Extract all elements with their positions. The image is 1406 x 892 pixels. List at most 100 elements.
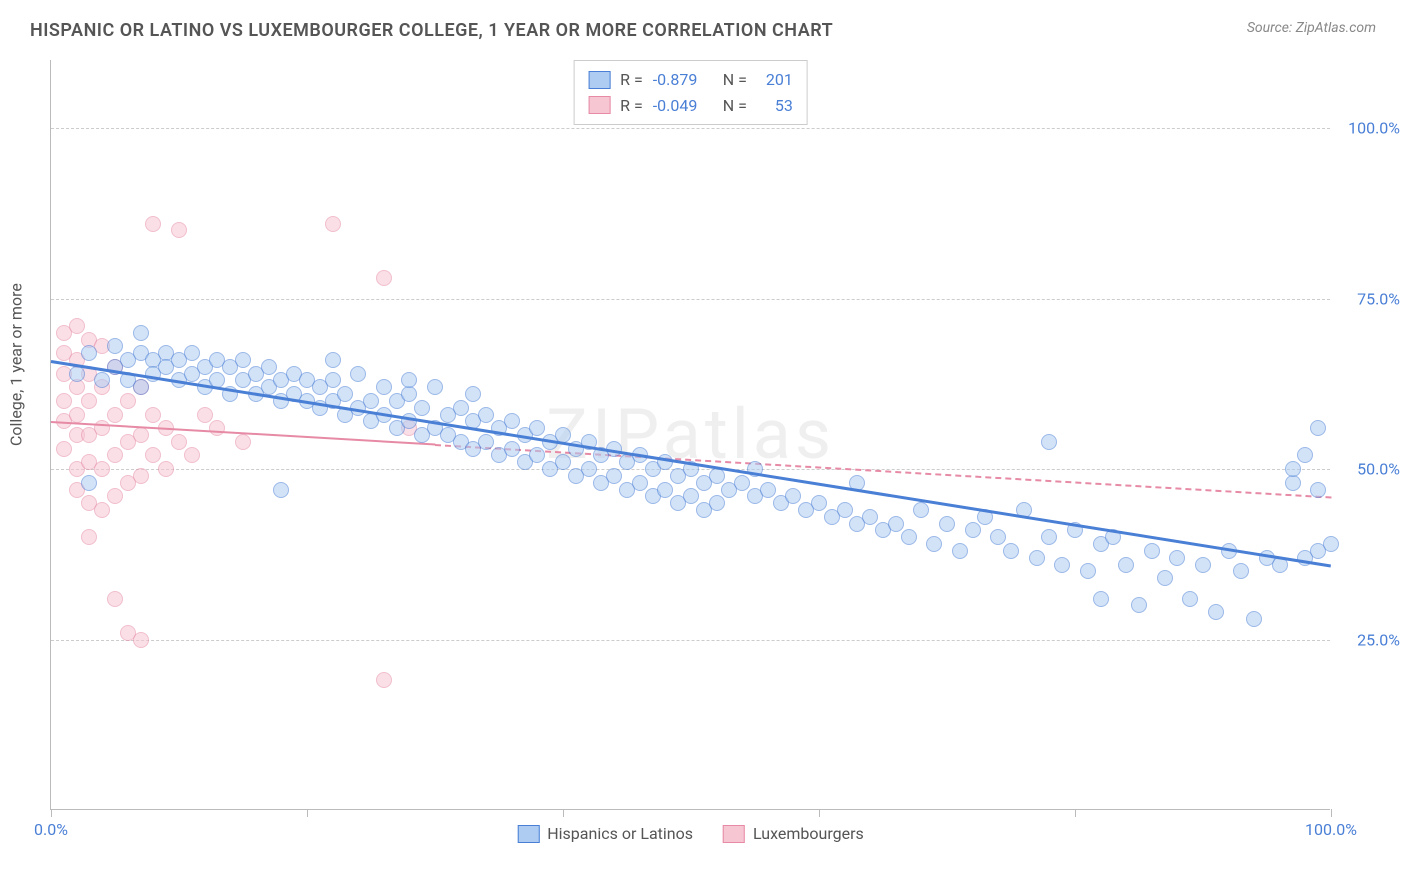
- scatter-chart: ZIPatlas R = -0.879N = 201R = -0.049N = …: [50, 60, 1330, 810]
- data-point: [478, 407, 494, 423]
- data-point: [427, 379, 443, 395]
- data-point: [1093, 591, 1109, 607]
- data-point: [107, 447, 123, 463]
- data-point: [901, 529, 917, 545]
- data-point: [1297, 447, 1313, 463]
- data-point: [939, 516, 955, 532]
- y-tick-label: 25.0%: [1340, 630, 1400, 649]
- data-point: [145, 407, 161, 423]
- data-point: [120, 393, 136, 409]
- data-point: [581, 461, 597, 477]
- data-point: [69, 407, 85, 423]
- data-point: [69, 379, 85, 395]
- data-point: [837, 502, 853, 518]
- y-tick-label: 100.0%: [1340, 119, 1400, 138]
- data-point: [1157, 570, 1173, 586]
- data-point: [350, 366, 366, 382]
- data-point: [1054, 557, 1070, 573]
- data-point: [529, 447, 545, 463]
- data-point: [529, 420, 545, 436]
- data-point: [81, 529, 97, 545]
- legend-swatch: [588, 96, 610, 114]
- data-point: [465, 386, 481, 402]
- data-point: [94, 420, 110, 436]
- y-tick-label: 75.0%: [1340, 289, 1400, 308]
- n-value: 201: [757, 67, 793, 93]
- data-point: [1080, 563, 1096, 579]
- data-point: [504, 413, 520, 429]
- data-point: [56, 441, 72, 457]
- legend-swatch: [723, 825, 745, 843]
- data-point: [414, 400, 430, 416]
- data-point: [325, 216, 341, 232]
- data-point: [632, 475, 648, 491]
- data-point: [171, 222, 187, 238]
- data-point: [133, 325, 149, 341]
- n-value: 53: [757, 93, 793, 119]
- n-label: N =: [723, 67, 747, 93]
- legend-swatch: [517, 825, 539, 843]
- data-point: [107, 591, 123, 607]
- data-point: [209, 420, 225, 436]
- data-point: [657, 482, 673, 498]
- data-point: [555, 454, 571, 470]
- data-point: [1310, 420, 1326, 436]
- data-point: [81, 475, 97, 491]
- data-point: [1285, 475, 1301, 491]
- data-point: [337, 386, 353, 402]
- data-point: [504, 441, 520, 457]
- x-axis-label: 0.0%: [34, 820, 68, 839]
- r-value: -0.049: [653, 93, 713, 119]
- data-point: [325, 372, 341, 388]
- data-point: [1195, 557, 1211, 573]
- data-point: [184, 345, 200, 361]
- correlation-legend: R = -0.879 N = 201 R = -0.049 N = 53: [573, 60, 808, 125]
- legend-swatch: [588, 71, 610, 89]
- x-tick: [1331, 809, 1332, 817]
- data-point: [1118, 557, 1134, 573]
- gridline: [51, 640, 1330, 641]
- legend-item: Luxembourgers: [723, 824, 864, 843]
- data-point: [478, 434, 494, 450]
- n-label: N =: [723, 93, 747, 119]
- data-point: [811, 495, 827, 511]
- data-point: [133, 427, 149, 443]
- legend-label: Hispanics or Latinos: [547, 824, 693, 843]
- data-point: [760, 482, 776, 498]
- data-point: [81, 345, 97, 361]
- x-tick: [563, 809, 564, 817]
- data-point: [235, 352, 251, 368]
- data-point: [1323, 536, 1339, 552]
- x-axis-label: 100.0%: [1305, 820, 1357, 839]
- data-point: [1233, 563, 1249, 579]
- data-point: [401, 372, 417, 388]
- r-label: R =: [620, 93, 643, 119]
- data-point: [81, 393, 97, 409]
- data-point: [1285, 461, 1301, 477]
- data-point: [1003, 543, 1019, 559]
- data-point: [261, 359, 277, 375]
- data-point: [683, 488, 699, 504]
- r-label: R =: [620, 67, 643, 93]
- data-point: [888, 516, 904, 532]
- data-point: [785, 488, 801, 504]
- data-point: [952, 543, 968, 559]
- gridline: [51, 128, 1330, 129]
- data-point: [145, 216, 161, 232]
- data-point: [376, 270, 392, 286]
- data-point: [1144, 543, 1160, 559]
- data-point: [965, 522, 981, 538]
- legend-label: Luxembourgers: [753, 824, 864, 843]
- r-value: -0.879: [653, 67, 713, 93]
- data-point: [94, 502, 110, 518]
- source-attribution: Source: ZipAtlas.com: [1247, 20, 1376, 36]
- data-point: [1169, 550, 1185, 566]
- data-point: [158, 461, 174, 477]
- y-tick-label: 50.0%: [1340, 460, 1400, 479]
- data-point: [56, 393, 72, 409]
- data-point: [133, 468, 149, 484]
- x-tick: [819, 809, 820, 817]
- data-point: [363, 393, 379, 409]
- x-tick: [1075, 809, 1076, 817]
- chart-title: HISPANIC OR LATINO VS LUXEMBOURGER COLLE…: [30, 20, 833, 41]
